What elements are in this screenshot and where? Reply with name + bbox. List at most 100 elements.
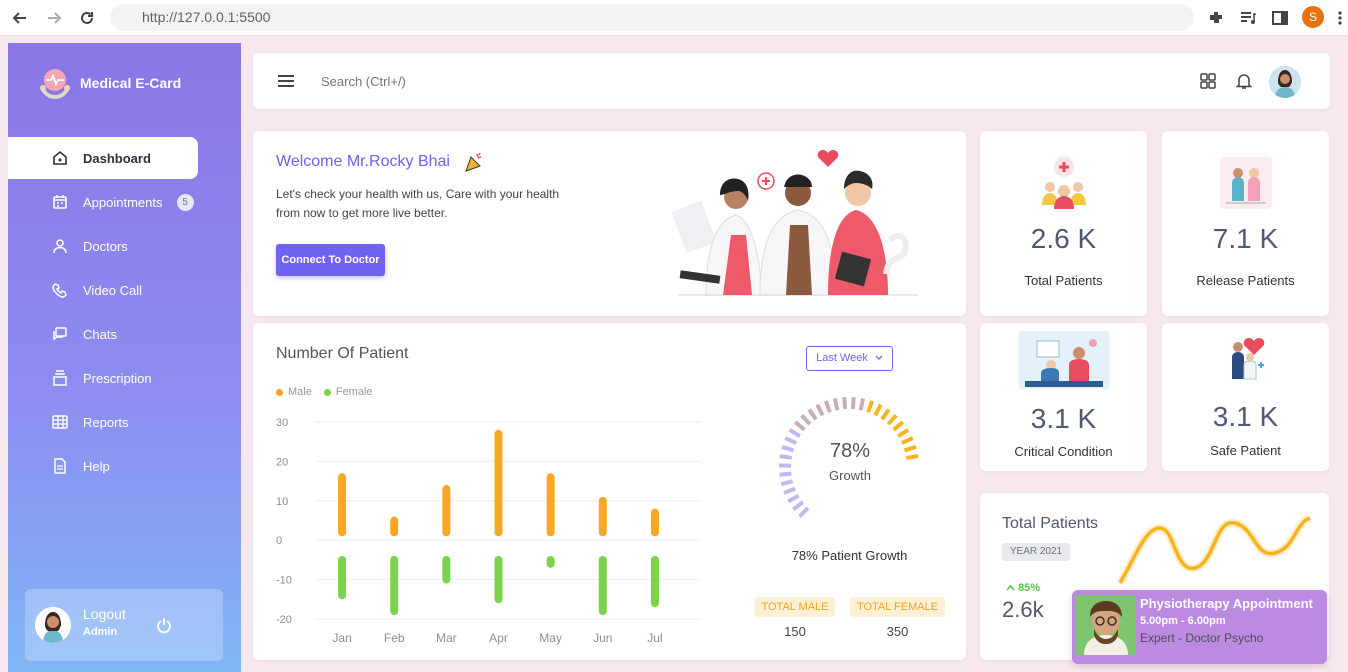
hamburger-menu-icon[interactable]: [277, 73, 295, 89]
bar-female-feb[interactable]: [390, 555, 399, 616]
critical-condition-icon: [1018, 331, 1109, 389]
user-icon: [53, 239, 67, 254]
x-tick-label: Apr: [489, 631, 508, 645]
search-input[interactable]: [321, 67, 621, 95]
growth-label: Growth: [829, 468, 871, 483]
address-bar[interactable]: http://127.0.0.1:5500: [110, 4, 1194, 31]
gauge-tick: [903, 444, 917, 453]
total-male-tag: TOTAL MALE: [755, 597, 835, 617]
welcome-message: Let's check your health with us, Care wi…: [276, 187, 560, 220]
stat-card-total-patients[interactable]: 2.6 K Total Patients: [980, 131, 1147, 316]
extensions-icon[interactable]: [1207, 9, 1225, 27]
bar-male-feb[interactable]: [390, 516, 399, 537]
total-patients-value: 2.6k: [1002, 597, 1044, 622]
total-patients-percent: 85%: [1018, 582, 1041, 594]
growth-gauge: [778, 397, 919, 518]
forward-arrow-icon[interactable]: [44, 8, 64, 28]
toast-time: 5.00pm - 6.00pm: [1140, 615, 1226, 627]
notification-bell-icon[interactable]: [1235, 72, 1253, 90]
user-avatar[interactable]: [1269, 66, 1301, 98]
bar-female-may[interactable]: [546, 555, 555, 568]
x-tick-label: Mar: [436, 631, 457, 645]
stat-label: Safe Patient: [1210, 443, 1281, 458]
doctors-illustration: [671, 150, 918, 296]
connect-to-doctor-button[interactable]: Connect To Doctor: [276, 244, 385, 276]
side-panel-icon[interactable]: [1271, 9, 1289, 27]
week-filter-dropdown[interactable]: Last Week: [806, 346, 893, 371]
patients-group-icon: [1041, 157, 1086, 209]
sidebar-item-help[interactable]: Help: [8, 445, 198, 487]
gauge-tick: [788, 428, 801, 438]
stat-card-release-patients[interactable]: 7.1 K Release Patients: [1162, 131, 1329, 316]
sidebar-item-chats[interactable]: Chats: [8, 313, 198, 355]
welcome-title: Welcome Mr.Rocky Bhai: [276, 153, 450, 170]
year-badge: YEAR 2021: [1002, 543, 1070, 561]
browser-toolbar: http://127.0.0.1:5500 S: [0, 0, 1348, 36]
appointment-toast[interactable]: Physiotherapy Appointment 5.00pm - 6.00p…: [1072, 590, 1327, 664]
back-arrow-icon[interactable]: [10, 8, 30, 28]
gauge-tick: [787, 493, 800, 504]
bar-female-apr[interactable]: [494, 555, 503, 604]
sidebar-item-dashboard[interactable]: Dashboard: [8, 137, 198, 179]
gauge-tick: [858, 398, 866, 411]
gauge-tick: [781, 444, 795, 453]
power-icon[interactable]: [156, 617, 172, 633]
gauge-tick: [793, 420, 806, 432]
total-patients-title: Total Patients: [1002, 515, 1099, 532]
y-tick-label: 30: [276, 417, 288, 429]
sidebar-item-video-call[interactable]: Video Call: [8, 269, 198, 311]
legend-label: Male: [288, 386, 312, 398]
gauge-tick: [800, 413, 812, 426]
bar-male-apr[interactable]: [494, 429, 503, 537]
sidebar-item-reports[interactable]: Reports: [8, 401, 198, 443]
browser-profile-avatar[interactable]: S: [1302, 6, 1324, 28]
bar-male-may[interactable]: [546, 473, 555, 537]
bar-male-jan[interactable]: [338, 473, 347, 537]
bar-male-mar[interactable]: [442, 485, 451, 537]
stat-value: 2.6 K: [1030, 223, 1097, 254]
x-tick-label: Feb: [384, 631, 405, 645]
gauge-tick: [905, 454, 919, 460]
y-tick-label: -10: [276, 575, 292, 587]
gauge-tick: [815, 403, 825, 417]
sidebar-item-appointments[interactable]: Appointments 5: [8, 181, 198, 223]
stat-label: Total Patients: [1024, 273, 1103, 288]
reload-icon[interactable]: [77, 8, 97, 28]
bar-female-jan[interactable]: [338, 555, 347, 600]
sidebar-item-doctors[interactable]: Doctors: [8, 225, 198, 267]
media-queue-icon[interactable]: [1239, 9, 1257, 27]
sidebar-item-label: Reports: [83, 414, 129, 430]
bar-female-mar[interactable]: [442, 555, 451, 584]
patient-growth-text: 78% Patient Growth: [791, 548, 908, 563]
stat-card-critical-condition[interactable]: 3.1 K Critical Condition: [980, 323, 1147, 471]
welcome-card: Welcome Mr.Rocky Bhai Let's check your h…: [253, 131, 966, 316]
gauge-tick: [798, 506, 810, 518]
gauge-tick: [779, 454, 793, 460]
brand[interactable]: Medical E-Card: [38, 65, 181, 101]
sidebar-menu: Dashboard Appointments 5 Doctors Video C…: [8, 137, 241, 489]
stat-label: Critical Condition: [1014, 444, 1113, 459]
legend-male[interactable]: Male: [276, 386, 312, 398]
sidebar-item-label: Appointments: [83, 194, 163, 210]
sidebar-item-prescription[interactable]: Prescription: [8, 357, 198, 399]
total-female-value: 350: [886, 624, 909, 639]
party-popper-icon: [465, 152, 482, 172]
gauge-tick: [886, 413, 898, 426]
sidebar-item-label: Help: [83, 458, 110, 474]
bar-male-jun[interactable]: [598, 496, 607, 537]
logout-card[interactable]: Logout Admin: [25, 589, 223, 661]
chart-legend: Male Female: [276, 386, 385, 398]
sidebar: Medical E-Card Dashboard Appointments 5 …: [8, 43, 241, 672]
bar-female-jul[interactable]: [650, 555, 659, 608]
bar-male-jul[interactable]: [650, 508, 659, 537]
apps-grid-icon[interactable]: [1199, 72, 1217, 90]
x-tick-label: May: [539, 631, 562, 645]
doctor-photo: [1076, 595, 1136, 655]
legend-female[interactable]: Female: [323, 386, 373, 398]
sidebar-item-label: Prescription: [83, 370, 152, 386]
release-patients-icon: [1219, 157, 1272, 209]
more-menu-icon[interactable]: [1331, 9, 1348, 27]
gauge-tick: [880, 408, 891, 421]
stat-card-safe-patient[interactable]: 3.1 K Safe Patient: [1162, 323, 1329, 471]
bar-female-jun[interactable]: [598, 555, 607, 616]
